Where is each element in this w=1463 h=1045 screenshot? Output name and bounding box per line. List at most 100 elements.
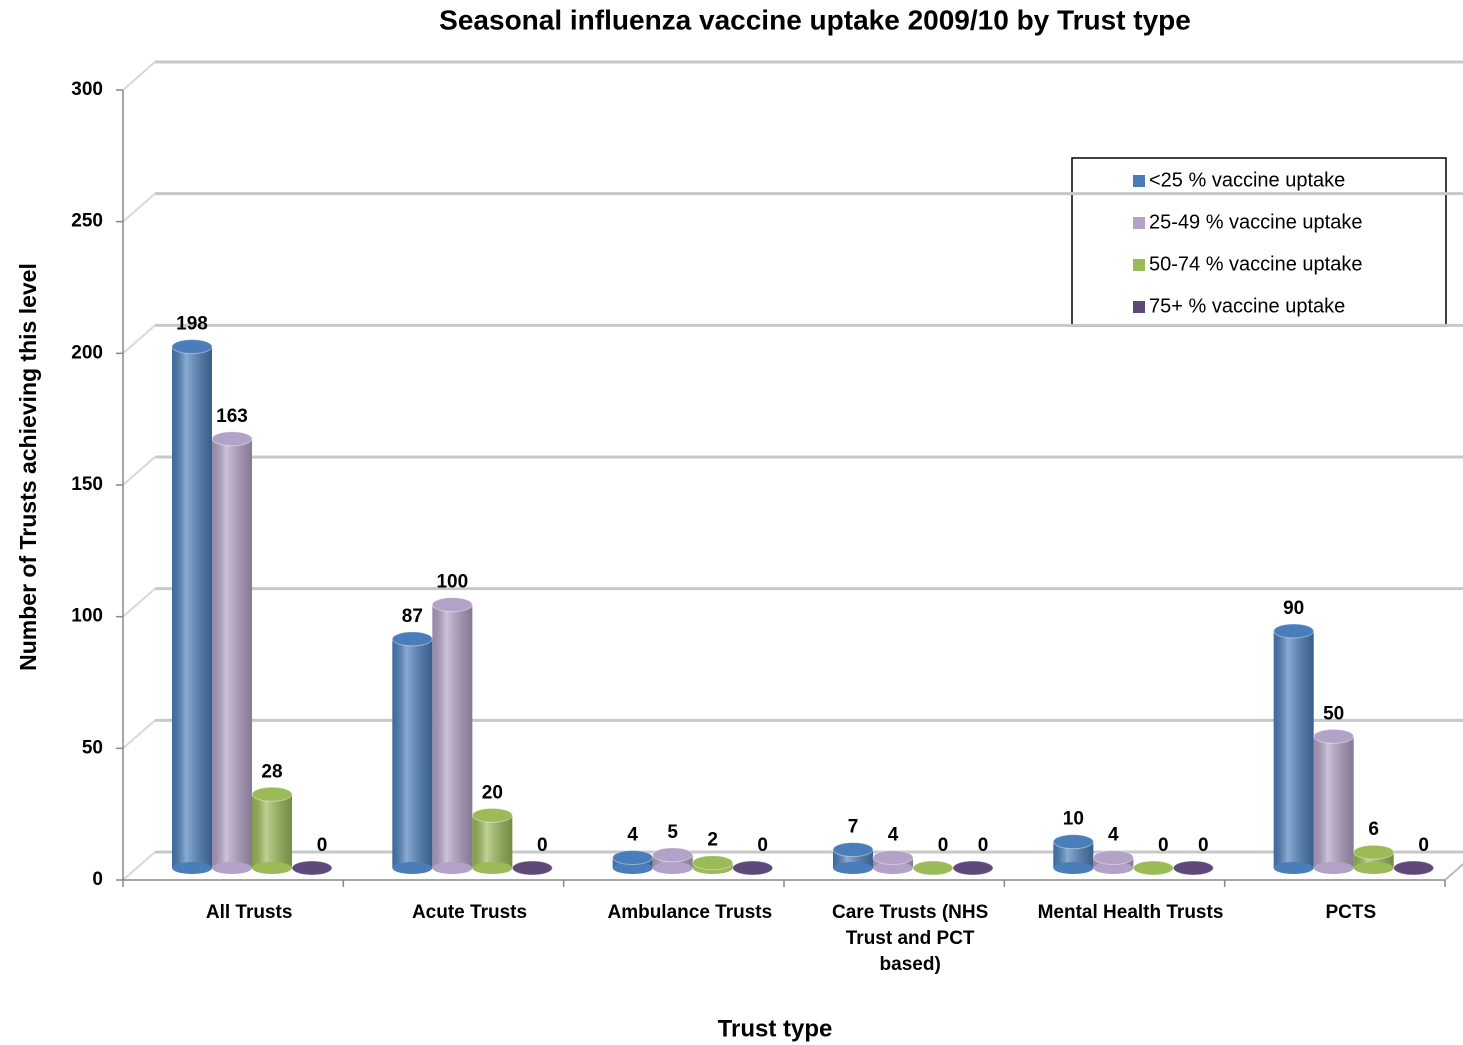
- bar-shade: [472, 815, 513, 868]
- bar-shade: [432, 604, 473, 868]
- bar-top: [912, 860, 954, 876]
- bar-bottom: [432, 862, 473, 874]
- x-axis-side: [1444, 862, 1463, 881]
- bar-top: [391, 631, 433, 647]
- legend-label: 50-74 % vaccine uptake: [1149, 253, 1362, 275]
- grid-line-side: [122, 324, 156, 355]
- bar-bottom: [212, 862, 252, 874]
- grid-line-side: [122, 192, 156, 223]
- value-label: 0: [978, 835, 989, 856]
- bar-top: [952, 860, 994, 876]
- y-tick-label: 100: [71, 606, 103, 627]
- bar-bottom: [392, 862, 433, 874]
- legend-label: 75+ % vaccine uptake: [1149, 295, 1345, 317]
- x-tick-label: Acute Trusts: [411, 902, 528, 923]
- bar-shade: [252, 794, 292, 868]
- legend-label: 25-49 % vaccine uptake: [1149, 211, 1362, 233]
- bar-top: [291, 860, 333, 876]
- value-label: 2: [707, 830, 718, 851]
- chart-title: Seasonal influenza vaccine uptake 2009/1…: [439, 4, 1191, 35]
- bar-top: [431, 597, 473, 613]
- legend-swatch: [1133, 259, 1145, 271]
- y-tick-label: 300: [71, 79, 103, 100]
- bar-top: [1273, 623, 1315, 639]
- value-label: 7: [848, 817, 859, 838]
- bar-top: [1052, 834, 1094, 850]
- x-tick-label: Ambulance Trusts: [607, 902, 773, 923]
- bar-top: [1313, 728, 1355, 744]
- bar-top: [612, 849, 654, 865]
- value-label: 20: [482, 782, 503, 803]
- bar-bottom: [1053, 862, 1094, 874]
- bar-bottom: [252, 862, 292, 874]
- y-tick-label: 250: [71, 211, 103, 232]
- bar-bottom: [833, 862, 873, 874]
- value-label: 4: [627, 824, 638, 845]
- value-label: 10: [1063, 809, 1084, 830]
- value-label: 198: [176, 314, 208, 335]
- x-tick-label: All Trusts: [205, 902, 293, 923]
- bar-top: [251, 786, 293, 802]
- bar-bottom: [172, 862, 212, 874]
- bar-shade: [1273, 631, 1314, 868]
- bar-bottom: [1313, 862, 1354, 874]
- value-label: 0: [938, 835, 949, 856]
- value-label: 0: [317, 835, 328, 856]
- bar-top: [471, 807, 513, 823]
- x-axis-label: Trust type: [718, 1015, 833, 1042]
- y-axis-label: Number of Trusts achieving this level: [15, 263, 41, 671]
- value-label: 0: [1198, 835, 1209, 856]
- value-label: 0: [1158, 835, 1169, 856]
- value-label: 4: [888, 824, 899, 845]
- bar-bottom: [1353, 862, 1394, 874]
- y-tick-label: 150: [71, 474, 103, 495]
- value-label: 90: [1283, 598, 1304, 619]
- x-tick-label: Care Trusts (NHS Trust and PCT based): [832, 902, 989, 975]
- bar-bottom: [612, 862, 653, 874]
- bar-shade: [1313, 736, 1354, 868]
- bar-shade: [172, 346, 212, 869]
- legend-label: <25 % vaccine uptake: [1149, 169, 1345, 191]
- value-label: 6: [1368, 819, 1379, 840]
- legend-swatch: [1133, 217, 1145, 229]
- bar-top: [872, 849, 914, 865]
- bar-top: [511, 860, 553, 876]
- value-label: 5: [667, 822, 678, 843]
- grid-line-side: [122, 587, 156, 618]
- x-tick-label: PCTS: [1325, 902, 1377, 923]
- legend-swatch: [1133, 301, 1145, 313]
- grid-line-side: [122, 61, 156, 91]
- bar-bottom: [1093, 862, 1134, 874]
- bar-top: [171, 339, 213, 355]
- bar-top: [1092, 849, 1134, 865]
- bar-shade: [392, 638, 433, 868]
- value-label: 4: [1108, 824, 1119, 845]
- bar-bottom: [1273, 862, 1314, 874]
- value-label: 0: [537, 835, 548, 856]
- bar-top: [1172, 860, 1214, 876]
- value-label: 100: [436, 572, 468, 593]
- bar-bottom: [873, 862, 913, 874]
- bar-top: [732, 860, 774, 876]
- bar-top: [1353, 844, 1395, 860]
- bar-top: [1393, 860, 1435, 876]
- bar-top: [1132, 860, 1174, 876]
- legend-swatch: [1133, 175, 1145, 187]
- x-tick-label: Mental Health Trusts: [1037, 902, 1224, 923]
- bar-bottom: [472, 862, 513, 874]
- y-tick-label: 0: [92, 869, 103, 890]
- value-label: 163: [216, 406, 248, 427]
- bar-top: [211, 431, 253, 447]
- bar-top: [692, 855, 734, 871]
- value-label: 28: [261, 761, 282, 782]
- bar-top: [832, 842, 874, 858]
- bar-shade: [212, 438, 252, 868]
- bar-bottom: [652, 862, 693, 874]
- y-tick-label: 50: [82, 737, 103, 758]
- value-label: 0: [757, 835, 768, 856]
- value-label: 0: [1418, 835, 1429, 856]
- bar-top: [652, 847, 694, 863]
- y-tick-label: 200: [71, 342, 103, 363]
